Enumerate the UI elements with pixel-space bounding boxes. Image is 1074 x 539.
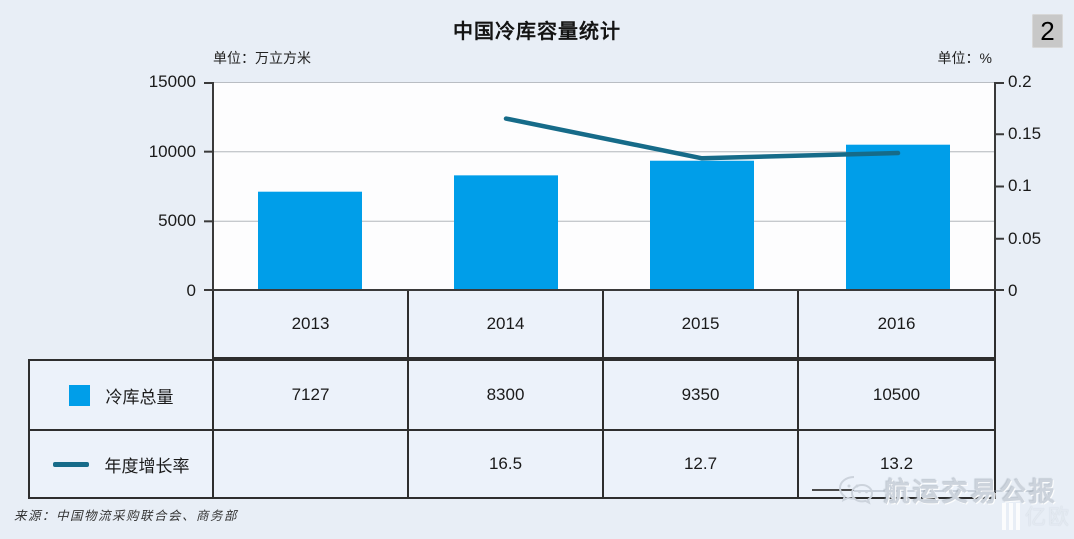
left-axis-tick-label: 15000: [148, 72, 196, 91]
chart-title: 中国冷库容量统计: [453, 21, 621, 43]
right-axis-tick-label: 0.05: [1008, 229, 1042, 248]
bar-series-swatch-icon: [68, 384, 90, 406]
page-number-badge: 2: [1032, 14, 1063, 48]
table-value: 13.2: [879, 454, 914, 473]
table-value: 8300: [409, 361, 604, 429]
data-table: 冷库总量 7127 8300 9350 10500 年度增长率 16.5 12.…: [28, 359, 996, 499]
table-value: 7127: [214, 361, 409, 429]
table-row-line-series: 年度增长率 16.5 12.7 13.2: [30, 429, 994, 497]
table-value: 10500: [872, 385, 921, 404]
table-value: 16.5: [409, 431, 604, 497]
left-axis-unit-label: 单位：万立方米: [213, 50, 311, 66]
line-series-label: 年度增长率: [104, 456, 190, 476]
source-note: 来源：中国物流采购联合会、商务部: [14, 509, 239, 523]
right-axis-unit-label: 单位：%: [937, 50, 992, 66]
left-axis-tick-label: 10000: [148, 142, 196, 161]
left-axis-tick-label: 5000: [158, 211, 196, 230]
x-axis-year-row: 2013 2014 2015 2016: [212, 291, 996, 359]
right-axis-tick-label: 0.2: [1008, 72, 1032, 91]
bar-series-label: 冷库总量: [105, 387, 174, 407]
corner-watermark: 亿欧: [1002, 501, 1071, 531]
line-series-legend-cell: 年度增长率: [30, 431, 214, 497]
year-cell: 2013: [214, 291, 409, 357]
left-axis-tick-label: 0: [186, 281, 196, 300]
corner-watermark-text: 亿欧: [1025, 506, 1071, 529]
table-value: [214, 431, 409, 497]
table-value: 9350: [604, 361, 799, 429]
right-axis-tick-label: 0.1: [1008, 176, 1032, 195]
watermark-line: [812, 489, 854, 491]
plot-area: [204, 82, 1004, 291]
table-row-bar-series: 冷库总量 7127 8300 9350 10500: [30, 361, 994, 429]
year-cell: 2015: [604, 291, 799, 357]
bar-series-legend-cell: 冷库总量: [30, 361, 214, 429]
equalizer-bars-icon: [1002, 502, 1020, 530]
year-cell: 2016: [877, 314, 916, 333]
right-axis-tick-label: 0: [1008, 281, 1018, 300]
right-axis-tick-label: 0.15: [1008, 124, 1042, 143]
year-cell: 2014: [409, 291, 604, 357]
table-value: 12.7: [604, 431, 799, 497]
watermark-line: [854, 490, 1044, 492]
line-series-swatch-icon: [52, 461, 89, 467]
